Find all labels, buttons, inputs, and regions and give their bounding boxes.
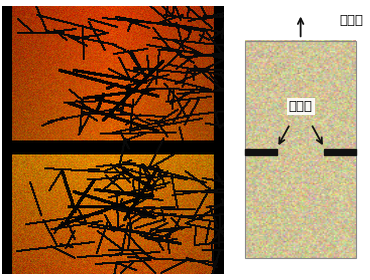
Bar bbox=[245, 149, 277, 155]
Bar bbox=[324, 149, 356, 155]
Bar bbox=[245, 41, 356, 258]
Text: 切欠き: 切欠き bbox=[289, 100, 313, 113]
Text: 引張力: 引張力 bbox=[340, 14, 364, 27]
